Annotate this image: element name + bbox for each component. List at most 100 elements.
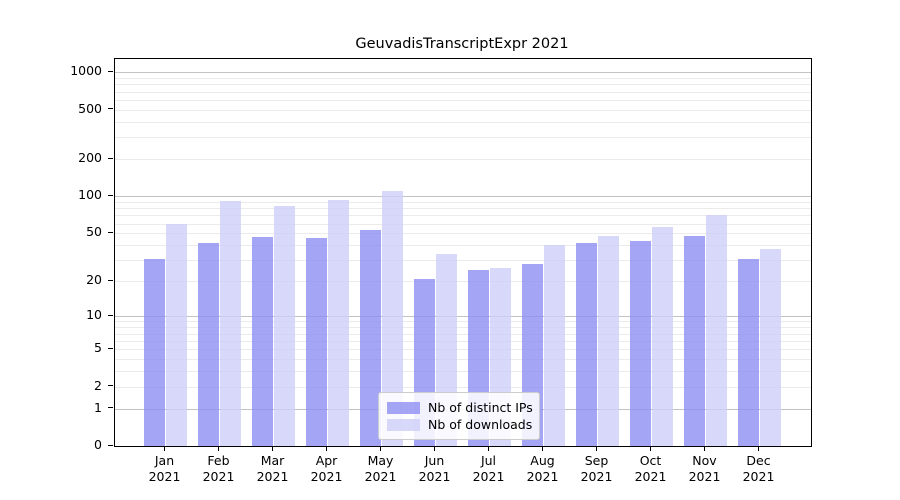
y-tick-label: 0 <box>94 437 102 452</box>
bar-may-ips <box>360 230 381 446</box>
x-tick-mark <box>434 446 436 451</box>
y-tick-mark <box>108 108 113 110</box>
y-tick-label: 200 <box>78 150 102 166</box>
y-gridline-minor <box>115 202 811 204</box>
x-tick-label: May 2021 <box>364 453 397 484</box>
x-tick-mark <box>272 446 274 451</box>
legend-label-downloads: Nb of downloads <box>428 417 533 432</box>
bar-feb-downloads <box>220 200 241 446</box>
x-tick-mark <box>542 446 544 451</box>
y-gridline-minor <box>115 99 811 101</box>
y-gridline-minor <box>115 349 811 351</box>
bar-dec-downloads <box>760 249 781 446</box>
y-tick-label: 1 <box>94 399 102 415</box>
x-tick-mark <box>650 446 652 451</box>
y-tick-mark <box>108 407 113 409</box>
x-tick-label: Jul 2021 <box>472 453 505 484</box>
bar-mar-ips <box>252 236 273 446</box>
bar-sep-ips <box>576 242 597 446</box>
bar-oct-ips <box>630 241 651 446</box>
legend-item-downloads: Nb of downloads <box>387 416 533 433</box>
bar-jan-ips <box>144 258 165 446</box>
y-gridline-minor <box>115 281 811 283</box>
y-gridline-minor <box>115 84 811 86</box>
y-gridline-major <box>115 316 811 318</box>
legend-item-distinct-ips: Nb of distinct IPs <box>387 399 533 416</box>
x-tick-label: Oct 2021 <box>634 453 667 484</box>
y-gridline-major <box>115 196 811 198</box>
y-tick-mark <box>108 70 113 73</box>
bar-feb-ips <box>198 242 219 446</box>
y-tick-mark <box>108 314 113 316</box>
y-tick-label: 2 <box>94 377 102 393</box>
y-tick-label: 1000 <box>70 63 102 79</box>
bar-nov-ips <box>684 235 705 446</box>
y-gridline-minor <box>115 358 811 360</box>
y-gridline-minor <box>115 78 811 80</box>
y-gridline-minor <box>115 91 811 93</box>
y-gridline-minor <box>115 321 811 323</box>
bar-sep-downloads <box>598 235 619 446</box>
y-tick-label: 100 <box>78 187 102 203</box>
x-tick-mark <box>326 446 328 451</box>
bar-aug-downloads <box>544 245 565 446</box>
legend-label-distinct-ips: Nb of distinct IPs <box>428 400 533 415</box>
x-tick-mark <box>164 446 166 451</box>
x-tick-label: Nov 2021 <box>688 453 721 484</box>
y-tick-mark <box>108 279 113 282</box>
bar-oct-downloads <box>652 227 673 446</box>
y-tick-label: 500 <box>78 100 102 116</box>
y-tick-label: 20 <box>86 272 102 288</box>
x-tick-mark <box>488 446 490 451</box>
bar-nov-downloads <box>706 215 727 446</box>
y-gridline-minor <box>115 159 811 161</box>
y-gridline-minor <box>115 333 811 335</box>
legend-swatch-distinct-ips <box>387 401 420 414</box>
y-gridline-minor <box>115 233 811 235</box>
bar-may-downloads <box>382 191 403 446</box>
y-gridline-minor <box>115 260 811 262</box>
y-gridline-minor <box>115 327 811 329</box>
x-tick-label: Sep 2021 <box>580 453 613 484</box>
bar-jan-downloads <box>166 223 187 446</box>
bar-dec-ips <box>738 258 759 446</box>
chart-title: GeuvadisTranscriptExpr 2021 <box>355 36 569 52</box>
y-tick-mark <box>108 347 113 349</box>
plot-area <box>114 58 812 447</box>
bar-mar-downloads <box>274 205 295 446</box>
y-gridline-minor <box>115 386 811 388</box>
y-gridline-minor <box>115 208 811 210</box>
y-gridline-minor <box>115 340 811 342</box>
x-tick-mark <box>380 446 382 451</box>
bar-apr-ips <box>306 237 327 446</box>
y-tick-mark <box>108 157 113 159</box>
y-tick-mark <box>108 385 113 387</box>
y-tick-mark <box>108 231 113 234</box>
legend-swatch-downloads <box>387 418 420 431</box>
x-tick-label: Aug 2021 <box>526 453 559 484</box>
y-tick-label: 50 <box>86 224 102 240</box>
y-tick-label: 10 <box>86 307 102 323</box>
y-gridline-minor <box>115 109 811 111</box>
x-tick-label: Dec 2021 <box>742 453 775 484</box>
y-gridline-minor <box>115 215 811 217</box>
x-tick-label: Jan 2021 <box>148 453 181 484</box>
x-tick-mark <box>704 446 706 451</box>
y-gridline-minor <box>115 137 811 139</box>
y-gridline-minor <box>115 223 811 225</box>
x-tick-label: Mar 2021 <box>256 453 289 484</box>
x-tick-mark <box>218 446 220 451</box>
x-tick-label: Jun 2021 <box>418 453 451 484</box>
y-gridline-minor <box>115 121 811 123</box>
x-tick-label: Feb 2021 <box>202 453 235 484</box>
x-tick-label: Apr 2021 <box>310 453 343 484</box>
y-tick-mark <box>108 444 113 446</box>
y-gridline-minor <box>115 245 811 247</box>
x-tick-mark <box>596 446 598 451</box>
y-gridline-major <box>115 72 811 74</box>
y-tick-mark <box>108 194 113 197</box>
x-tick-mark <box>758 446 760 451</box>
bar-apr-downloads <box>328 200 349 446</box>
y-tick-label: 5 <box>94 340 102 356</box>
